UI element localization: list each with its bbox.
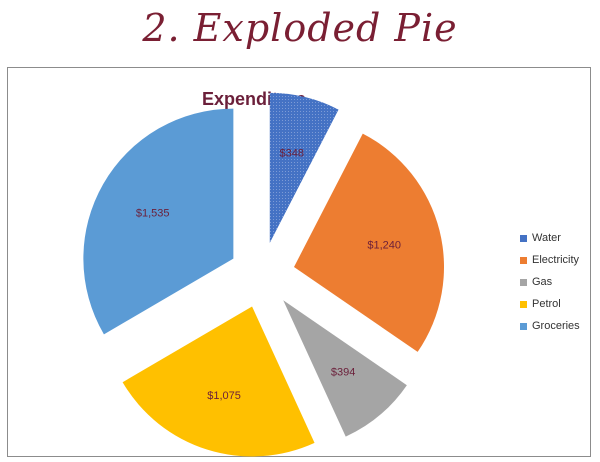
pie-data-labels: $348 $1,240 $394 $1,075 $1,535 <box>136 148 401 403</box>
data-label-groceries: $1,535 <box>136 207 170 219</box>
legend: Water Electricity Gas Petrol Groceries <box>520 227 580 337</box>
legend-item-water: Water <box>520 227 580 249</box>
legend-label: Groceries <box>532 320 580 332</box>
legend-item-gas: Gas <box>520 271 580 293</box>
data-label-water: $348 <box>279 148 303 160</box>
page-heading: 2. Exploded Pie <box>142 6 458 50</box>
legend-swatch <box>520 256 527 264</box>
legend-swatch <box>520 278 527 286</box>
pie-slice-gas[interactable] <box>283 300 407 437</box>
legend-swatch <box>520 234 527 242</box>
legend-label: Petrol <box>532 298 561 310</box>
data-label-petrol: $1,075 <box>207 390 241 402</box>
pie-slice-electricity[interactable] <box>294 133 445 352</box>
pie-slice-petrol[interactable] <box>122 306 315 457</box>
legend-item-petrol: Petrol <box>520 293 580 315</box>
legend-label: Electricity <box>532 254 580 266</box>
pie-slices <box>83 92 445 457</box>
legend-label: Gas <box>532 276 553 288</box>
pie-slice-groceries[interactable] <box>83 108 234 335</box>
legend-swatch <box>520 300 527 308</box>
legend-swatch <box>520 322 527 330</box>
legend-item-electricity: Electricity <box>520 249 580 271</box>
pie-slice-water[interactable] <box>269 92 339 243</box>
data-label-electricity: $1,240 <box>367 239 401 251</box>
legend-item-groceries: Groceries <box>520 315 580 337</box>
legend-label: Water <box>532 232 561 244</box>
data-label-gas: $394 <box>331 366 355 378</box>
